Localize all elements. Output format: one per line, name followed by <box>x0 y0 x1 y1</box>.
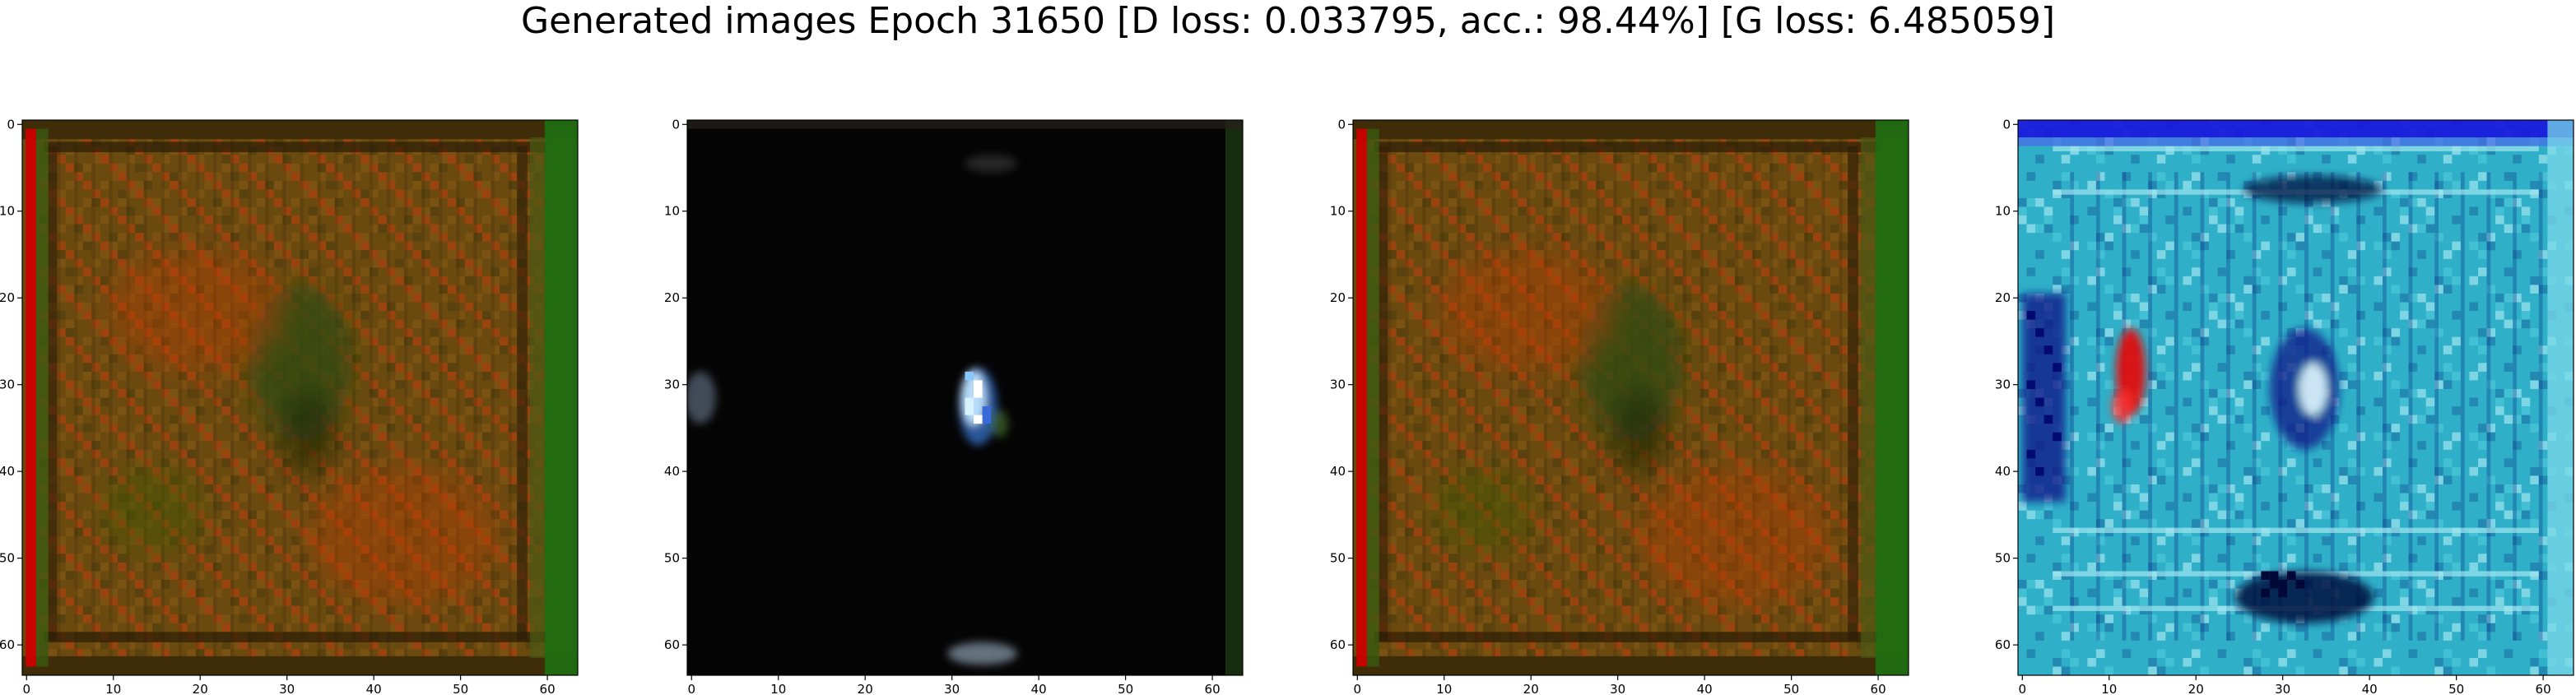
x-tick-label: 10 <box>2101 682 2117 695</box>
y-tick-label: 20 <box>664 290 680 305</box>
generated-image-4 <box>2018 120 2574 675</box>
y-tick-label: 10 <box>0 204 15 219</box>
x-tick-label: 60 <box>1205 682 1221 695</box>
x-tick-label: 40 <box>1697 682 1713 695</box>
image-panel-3: 0 10 20 30 40 50 60 0 10 20 30 40 50 60 <box>1330 117 1909 695</box>
x-tick-label: 30 <box>2275 682 2290 695</box>
y-tick-label: 10 <box>1995 204 2011 219</box>
y-tick-label: 60 <box>1330 637 1346 652</box>
y-tick-label: 60 <box>1995 637 2011 652</box>
x-tick-label: 0 <box>23 682 31 695</box>
image-panel-2: 0 10 20 30 40 50 60 0 10 20 30 40 50 60 <box>664 117 1244 695</box>
y-tick-label: 50 <box>0 551 15 566</box>
panel-1-frame <box>21 119 579 676</box>
x-tick-label: 50 <box>453 682 468 695</box>
x-tick-label: 40 <box>2362 682 2378 695</box>
x-tick-label: 60 <box>2536 682 2551 695</box>
y-tick-label: 30 <box>0 378 15 392</box>
y-tick-label: 20 <box>1330 290 1346 305</box>
y-tick-label: 0 <box>2002 117 2011 132</box>
panel-4-axes: 0 10 20 30 40 50 60 0 10 20 30 40 50 60 <box>1995 117 2574 695</box>
x-tick-label: 20 <box>858 682 873 695</box>
x-tick-label: 0 <box>2019 682 2027 695</box>
x-tick-label: 30 <box>279 682 295 695</box>
y-tick-label: 30 <box>1995 378 2011 392</box>
panel-2-axes: 0 10 20 30 40 50 60 0 10 20 30 40 50 60 <box>664 117 1244 695</box>
panel-3-axes: 0 10 20 30 40 50 60 0 10 20 30 40 50 60 <box>1330 117 1909 695</box>
panel-2-frame <box>686 119 1244 676</box>
y-tick-label: 50 <box>664 551 680 566</box>
y-tick-label: 30 <box>664 378 680 392</box>
x-tick-label: 60 <box>1871 682 1886 695</box>
x-tick-label: 60 <box>540 682 556 695</box>
figure-title: Generated images Epoch 31650 [D loss: 0.… <box>520 0 2056 42</box>
y-tick-label: 10 <box>1330 204 1346 219</box>
x-tick-label: 10 <box>105 682 121 695</box>
x-tick-label: 40 <box>366 682 382 695</box>
y-tick-label: 40 <box>1330 464 1346 479</box>
image-panel-4: 0 10 20 30 40 50 60 0 10 20 30 40 50 60 <box>1995 117 2574 695</box>
panel-3-frame <box>1352 119 1909 676</box>
x-tick-label: 20 <box>193 682 208 695</box>
y-tick-label: 20 <box>0 290 15 305</box>
y-tick-label: 40 <box>0 464 15 479</box>
x-tick-label: 50 <box>1118 682 1133 695</box>
x-tick-label: 10 <box>770 682 786 695</box>
y-tick-label: 0 <box>7 117 15 132</box>
x-tick-label: 0 <box>688 682 696 695</box>
x-tick-label: 20 <box>2188 682 2204 695</box>
generated-image-2 <box>687 120 1243 675</box>
y-tick-label: 60 <box>664 637 680 652</box>
x-tick-label: 50 <box>2448 682 2464 695</box>
image-panel-1: 0 10 20 30 40 50 60 0 10 20 30 40 50 60 <box>0 117 579 695</box>
y-tick-label: 20 <box>1995 290 2011 305</box>
panel-1-axes: 0 10 20 30 40 50 60 0 10 20 30 40 50 60 <box>0 117 579 695</box>
panel-4-frame <box>2017 119 2574 676</box>
x-tick-label: 30 <box>1610 682 1625 695</box>
y-tick-label: 60 <box>0 637 15 652</box>
x-tick-label: 0 <box>1354 682 1362 695</box>
x-tick-label: 30 <box>944 682 960 695</box>
y-tick-label: 50 <box>1995 551 2011 566</box>
x-tick-label: 50 <box>1783 682 1799 695</box>
x-tick-label: 20 <box>1523 682 1539 695</box>
y-tick-label: 30 <box>1330 378 1346 392</box>
y-tick-label: 50 <box>1330 551 1346 566</box>
y-tick-label: 0 <box>1337 117 1346 132</box>
y-tick-label: 0 <box>672 117 680 132</box>
generated-image-3 <box>1353 120 1909 675</box>
x-tick-label: 10 <box>1436 682 1452 695</box>
y-tick-label: 40 <box>1995 464 2011 479</box>
x-tick-label: 40 <box>1031 682 1047 695</box>
y-tick-label: 40 <box>664 464 680 479</box>
generated-image-1 <box>22 120 578 675</box>
y-tick-label: 10 <box>664 204 680 219</box>
